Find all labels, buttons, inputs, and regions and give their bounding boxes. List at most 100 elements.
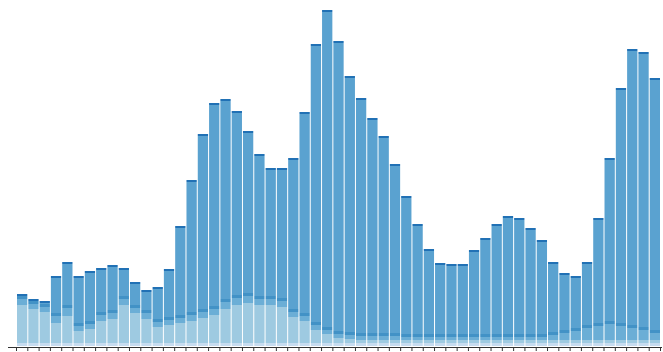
bar-segment-18-series-main xyxy=(220,101,231,299)
bar-segment-38-series-2 xyxy=(446,337,457,340)
bar-segment-45-series-main xyxy=(525,230,536,334)
bar-segment-40-series-4 xyxy=(468,250,480,252)
bar-segment-14-series-main xyxy=(175,228,186,315)
bar-segment-44-series-2 xyxy=(514,337,525,340)
bar-segment-52-series-1 xyxy=(604,340,615,343)
bar-segment-18-series-2 xyxy=(220,302,231,309)
bar-segment-12-series-4 xyxy=(152,287,163,289)
bar-segment-3-series-3 xyxy=(50,313,62,316)
bar-segment-49-series-main xyxy=(570,278,581,328)
bar-segment-2-series-4 xyxy=(39,301,50,303)
bar-segment-7-series-2 xyxy=(96,315,107,321)
bar-segment-39-series-3 xyxy=(457,334,468,337)
bar-segment-11-series-1 xyxy=(141,319,152,343)
bar-segment-3-series-4 xyxy=(50,276,62,278)
bar-segment-54-series-4 xyxy=(627,49,638,51)
bar-segment-2-series-2 xyxy=(39,307,50,312)
bar-segment-36-series-0 xyxy=(423,343,435,346)
bar-segment-33-series-3 xyxy=(389,333,401,336)
bar-segment-33-series-main xyxy=(389,166,401,333)
bar-segment-47-series-2 xyxy=(548,335,559,340)
bar-segment-27-series-0 xyxy=(322,343,333,346)
bar-segment-51-series-2 xyxy=(593,326,604,340)
bar-segment-33-series-0 xyxy=(389,343,401,346)
bar-segment-26-series-0 xyxy=(310,343,322,346)
bar-segment-48-series-0 xyxy=(559,343,570,346)
bar-segment-41-series-2 xyxy=(480,337,491,340)
bar-segment-9-series-main xyxy=(118,270,129,296)
bar-segment-38-series-1 xyxy=(446,340,457,343)
bar-segment-51-series-main xyxy=(593,220,604,323)
bar-segment-24-series-4 xyxy=(288,158,299,160)
bar-segment-51-series-0 xyxy=(593,343,604,346)
bar-segment-44-series-4 xyxy=(514,218,525,220)
bar-segment-24-series-main xyxy=(288,160,299,309)
bar-segment-55-series-2 xyxy=(638,330,649,340)
bar-segment-17-series-0 xyxy=(209,343,220,346)
bar-segment-8-series-main xyxy=(107,267,118,310)
bar-segment-4-series-0 xyxy=(62,343,73,346)
bar-segment-7-series-1 xyxy=(96,321,107,343)
bar-segment-48-series-main xyxy=(559,275,570,330)
bar-segment-47-series-3 xyxy=(548,332,559,335)
bar-segment-14-series-2 xyxy=(175,318,186,323)
bar-segment-37-series-3 xyxy=(435,334,446,337)
bar-segment-19-series-1 xyxy=(231,305,242,343)
bar-segment-56-series-3 xyxy=(649,330,660,333)
bar-segment-51-series-3 xyxy=(593,323,604,326)
bar-segment-18-series-3 xyxy=(220,299,231,302)
bar-segment-28-series-3 xyxy=(333,331,344,334)
bar-segment-19-series-2 xyxy=(231,298,242,305)
bar-segment-54-series-0 xyxy=(627,343,638,346)
bar-segment-53-series-0 xyxy=(615,343,627,346)
bar-segment-40-series-2 xyxy=(468,337,480,340)
bar-segment-19-series-0 xyxy=(231,343,242,346)
bar-segment-4-series-4 xyxy=(62,262,73,264)
bar-segment-12-series-main xyxy=(152,289,163,319)
bar-segment-33-series-2 xyxy=(389,336,401,340)
bar-segment-49-series-0 xyxy=(570,343,581,346)
bar-segment-43-series-4 xyxy=(502,216,514,218)
bar-segment-39-series-2 xyxy=(457,337,468,340)
bar-segment-10-series-main xyxy=(129,284,141,305)
bar-segment-30-series-4 xyxy=(355,98,367,100)
bar-segment-35-series-4 xyxy=(412,224,423,226)
bar-segment-31-series-0 xyxy=(367,343,378,346)
bar-segment-13-series-1 xyxy=(163,325,175,343)
bar-segment-32-series-main xyxy=(378,138,389,333)
bar-segment-27-series-main xyxy=(322,12,333,327)
bar-segment-46-series-main xyxy=(536,242,548,334)
bar-segment-24-series-0 xyxy=(288,343,299,346)
bar-segment-35-series-3 xyxy=(412,334,423,337)
bar-segment-23-series-3 xyxy=(276,298,288,301)
bar-segment-25-series-1 xyxy=(299,321,310,343)
bar-segment-27-series-2 xyxy=(322,330,333,334)
bar-segment-51-series-4 xyxy=(593,218,604,220)
bar-segment-16-series-4 xyxy=(197,134,209,136)
bar-segment-41-series-3 xyxy=(480,334,491,337)
bar-segment-31-series-3 xyxy=(367,333,378,336)
bar-segment-16-series-1 xyxy=(197,318,209,343)
bar-segment-5-series-0 xyxy=(73,343,84,346)
bar-segment-10-series-1 xyxy=(129,313,141,343)
bar-segment-16-series-main xyxy=(197,136,209,309)
bar-segment-21-series-2 xyxy=(254,299,265,305)
bar-segment-47-series-1 xyxy=(548,340,559,343)
bar-segment-47-series-0 xyxy=(548,343,559,346)
bar-segment-8-series-2 xyxy=(107,313,118,319)
bar-segment-7-series-3 xyxy=(96,312,107,315)
bar-segment-35-series-2 xyxy=(412,337,423,340)
bar-segment-54-series-main xyxy=(627,51,638,325)
bar-segment-15-series-4 xyxy=(186,180,197,182)
bar-segment-44-series-1 xyxy=(514,340,525,343)
bar-segment-27-series-1 xyxy=(322,334,333,343)
bar-segment-9-series-0 xyxy=(118,343,129,346)
bar-segment-46-series-1 xyxy=(536,340,548,343)
bar-segment-14-series-0 xyxy=(175,343,186,346)
bar-segment-29-series-2 xyxy=(344,335,355,339)
bar-segment-24-series-1 xyxy=(288,317,299,343)
bar-segment-20-series-2 xyxy=(242,296,254,303)
bar-segment-25-series-3 xyxy=(299,313,310,316)
bar-segment-9-series-2 xyxy=(118,299,129,305)
bar-segment-1-series-1 xyxy=(28,309,39,343)
